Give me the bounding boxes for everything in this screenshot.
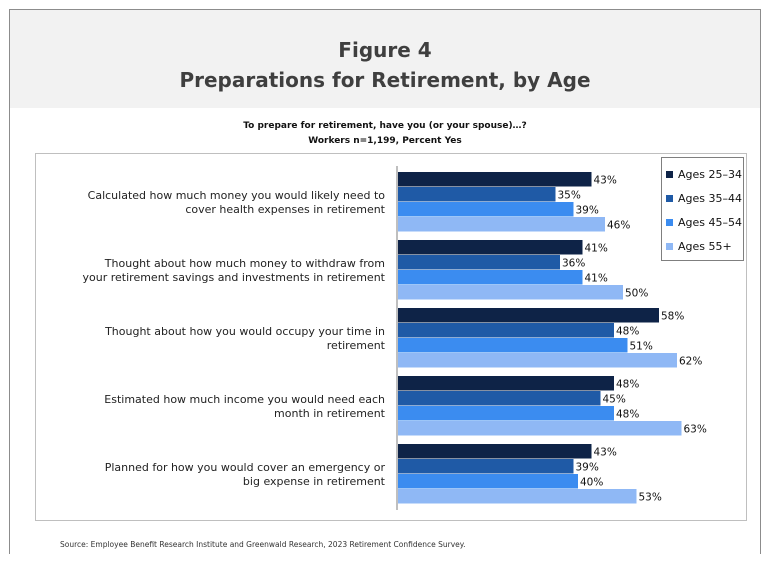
bar	[398, 217, 605, 232]
data-label: 63%	[684, 424, 707, 436]
data-label: 48%	[616, 379, 639, 391]
bar	[398, 444, 592, 459]
legend-item: Ages 25–34	[666, 162, 743, 186]
bar	[398, 353, 677, 368]
bar	[398, 187, 556, 202]
data-label: 41%	[585, 243, 608, 255]
bar	[398, 391, 601, 406]
legend-swatch-ages-45-54	[666, 218, 673, 226]
data-label: 39%	[576, 462, 599, 474]
legend-item: Ages 35–44	[666, 186, 743, 210]
bar	[398, 421, 682, 436]
plot-area	[35, 153, 747, 521]
bar	[398, 376, 614, 391]
category-label: Planned for how you would cover an emerg…	[105, 461, 386, 488]
data-label: 39%	[576, 205, 599, 217]
legend-label: Ages 35–44	[678, 191, 742, 205]
data-label: 45%	[603, 394, 626, 406]
data-label: 62%	[679, 356, 702, 368]
legend-swatch-ages-25-34	[666, 170, 673, 178]
legend: Ages 25–34 Ages 35–44 Ages 45–54 Ages 55…	[661, 157, 744, 261]
legend-swatch-ages-55-plus	[666, 242, 673, 250]
chart-question: To prepare for retirement, have you (or …	[243, 121, 527, 131]
bar	[398, 285, 623, 300]
category-label: Thought about how much money to withdraw…	[83, 257, 386, 284]
data-label: 36%	[562, 258, 585, 270]
legend-item: Ages 55+	[666, 234, 743, 258]
legend-label: Ages 55+	[678, 239, 732, 253]
bar	[398, 255, 560, 270]
legend-label: Ages 45–54	[678, 215, 742, 229]
bar	[398, 459, 574, 474]
legend-swatch-ages-35-44	[666, 194, 673, 202]
data-label: 51%	[630, 341, 653, 353]
data-label: 43%	[594, 447, 617, 459]
bar	[398, 308, 659, 323]
category-label: Calculated how much money you would like…	[88, 189, 386, 216]
bar	[398, 474, 578, 489]
bar	[398, 202, 574, 217]
data-label: 58%	[661, 311, 684, 323]
data-label: 43%	[594, 175, 617, 187]
legend-item: Ages 45–54	[666, 210, 743, 234]
data-label: 50%	[625, 288, 648, 300]
figure-frame	[9, 9, 761, 554]
bar	[398, 489, 637, 504]
category-label: Estimated how much income you would need…	[104, 393, 385, 420]
bar	[398, 338, 628, 353]
figure-number: Figure 4	[338, 38, 432, 62]
category-label: Thought about how you would occupy your …	[104, 325, 386, 352]
bar	[398, 240, 583, 255]
data-label: 41%	[585, 273, 608, 285]
data-label: 48%	[616, 409, 639, 421]
figure-title: Preparations for Retirement, by Age	[179, 68, 591, 92]
data-label: 40%	[580, 477, 603, 489]
legend-label: Ages 25–34	[678, 167, 742, 181]
bar	[398, 172, 592, 187]
bar	[398, 323, 614, 338]
figure-header: Figure 4 Preparations for Retirement, by…	[10, 10, 760, 108]
data-label: 46%	[607, 220, 630, 232]
data-label: 53%	[639, 492, 662, 504]
chart-sample-note: Workers n=1,199, Percent Yes	[308, 136, 462, 146]
data-label: 48%	[616, 326, 639, 338]
data-label: 35%	[558, 190, 581, 202]
source-note: Source: Employee Benefit Research Instit…	[60, 540, 466, 549]
bar	[398, 406, 614, 421]
bar	[398, 270, 583, 285]
